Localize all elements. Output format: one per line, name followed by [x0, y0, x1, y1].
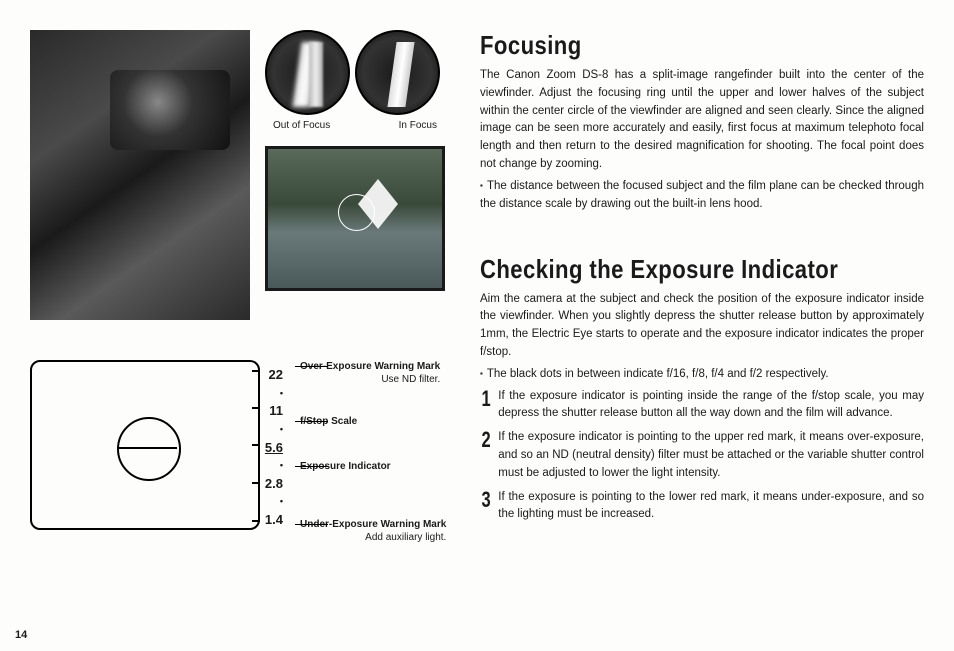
- step-1-text: If the exposure indicator is pointing in…: [498, 388, 924, 424]
- viewfinder-outline: 22 • 11 • 5.6 • 2.8 • 1.4: [30, 360, 260, 530]
- exposure-diagram: 22 • 11 • 5.6 • 2.8 • 1.4 Over-Exposure …: [30, 360, 460, 530]
- manual-page: Out of Focus In Focus 22 • 11 • 5.6: [0, 0, 954, 651]
- in-focus-label: In Focus: [399, 120, 437, 131]
- exposure-body: Aim the camera at the subject and check …: [480, 291, 924, 362]
- step-2-text: If the exposure indicator is pointing to…: [498, 429, 924, 482]
- diagram-callouts: Over-Exposure Warning Mark Use ND filter…: [270, 360, 450, 530]
- step-1: 1 If the exposure indicator is pointing …: [480, 388, 924, 424]
- out-of-focus-label: Out of Focus: [273, 120, 330, 131]
- out-of-focus-circle: [265, 30, 350, 115]
- right-column: Focusing The Canon Zoom DS-8 has a split…: [480, 30, 934, 641]
- exposure-heading: Checking the Exposure Indicator: [480, 254, 857, 285]
- focusing-heading: Focusing: [480, 30, 857, 61]
- viewfinder-sample-photo: [265, 146, 445, 291]
- page-number: 14: [15, 629, 27, 641]
- step-3-text: If the exposure is pointing to the lower…: [498, 489, 924, 525]
- focusing-bullet: The distance between the focused subject…: [480, 178, 924, 214]
- camera-photo: [30, 30, 250, 320]
- in-focus-circle: [355, 30, 440, 115]
- under-exposure-sub: Add auxiliary light.: [300, 531, 446, 544]
- step-3: 3 If the exposure is pointing to the low…: [480, 489, 924, 525]
- focus-example-group: Out of Focus In Focus: [265, 30, 445, 320]
- step-2: 2 If the exposure indicator is pointing …: [480, 429, 924, 482]
- image-row: Out of Focus In Focus: [30, 30, 460, 320]
- focusing-body: The Canon Zoom DS-8 has a split-image ra…: [480, 67, 924, 174]
- left-column: Out of Focus In Focus 22 • 11 • 5.6: [30, 30, 460, 641]
- over-exposure-sub: Use ND filter.: [300, 373, 440, 386]
- exposure-bullet: The black dots in between indicate f/16,…: [480, 366, 924, 384]
